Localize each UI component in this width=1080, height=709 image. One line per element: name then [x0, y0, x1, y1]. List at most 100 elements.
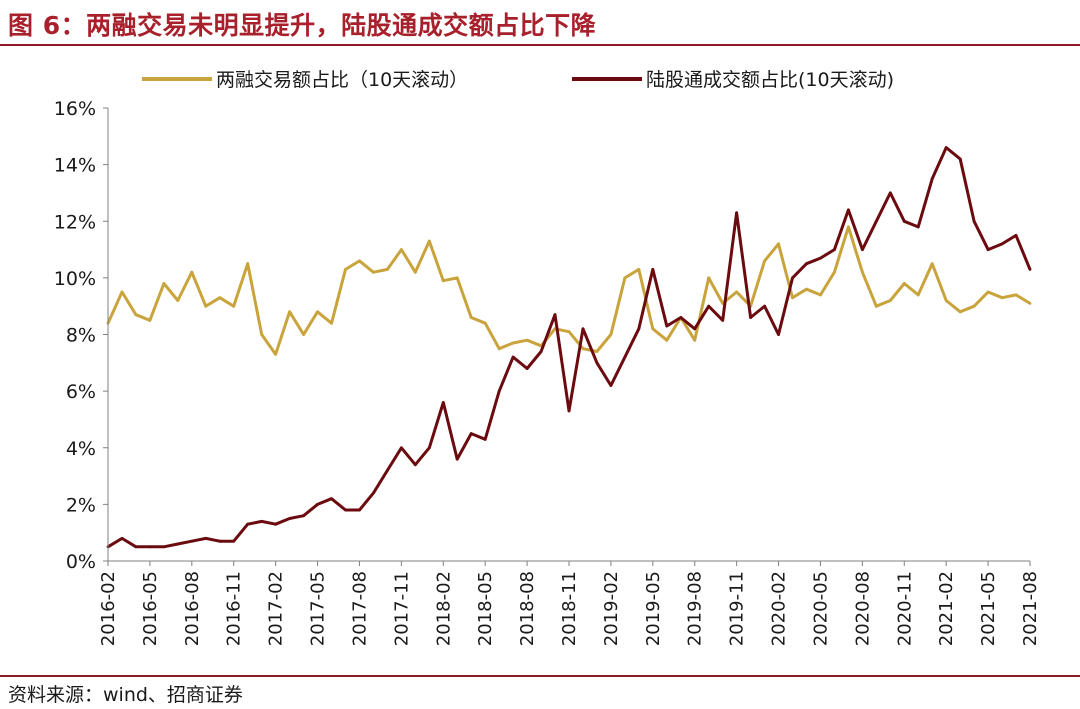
data-point-margin-share [441, 279, 445, 283]
data-point-margin-share [246, 262, 250, 266]
data-point-connect-share [1000, 242, 1004, 246]
data-point-margin-share [791, 296, 794, 300]
data-point-connect-share [232, 539, 236, 543]
data-point-margin-share [693, 338, 697, 342]
x-tick-label: 2021-05 [978, 571, 999, 646]
x-tick-label: 2019-11 [727, 571, 748, 646]
data-point-connect-share [246, 522, 250, 526]
data-point-margin-share [176, 299, 180, 302]
data-point-connect-share [1028, 268, 1032, 271]
data-point-connect-share [302, 514, 305, 518]
data-point-connect-share [819, 256, 822, 260]
data-point-connect-share [344, 508, 347, 512]
data-point-margin-share [1000, 296, 1004, 300]
data-point-margin-share [511, 341, 515, 345]
data-point-margin-share [400, 248, 403, 252]
data-point-connect-share [539, 350, 543, 353]
data-point-margin-share [819, 293, 822, 297]
data-point-connect-share [525, 367, 529, 370]
data-point-connect-share [902, 219, 906, 223]
data-point-connect-share [567, 409, 571, 413]
series-layer [106, 146, 1032, 549]
x-tick-label: 2017-08 [349, 571, 370, 646]
x-tick-label: 2018-05 [475, 571, 496, 646]
data-point-margin-share [218, 296, 222, 300]
data-point-connect-share [721, 318, 725, 322]
data-point-connect-share [511, 355, 515, 359]
data-point-connect-share [386, 469, 389, 472]
data-point-margin-share [595, 350, 599, 353]
data-point-connect-share [427, 446, 431, 450]
data-point-margin-share [302, 333, 305, 336]
data-point-margin-share [204, 304, 208, 308]
data-point-margin-share [1014, 293, 1018, 297]
data-point-connect-share [735, 211, 738, 215]
data-point-connect-share [916, 225, 920, 229]
data-point-connect-share [483, 437, 487, 441]
y-tick-label: 2% [66, 494, 96, 516]
data-point-connect-share [358, 508, 361, 512]
legend-label-connect-share: 陆股通成交额占比(10天滚动) [646, 69, 894, 91]
y-axis-ticks: 0% 2% 4% 6% 8% 10% 12% 14% 16% [54, 98, 108, 573]
y-tick-label: 14% [54, 155, 96, 177]
data-point-connect-share [469, 432, 473, 435]
data-point-connect-share [609, 384, 613, 387]
data-point-connect-share [595, 361, 599, 365]
data-point-connect-share [148, 545, 152, 549]
data-point-margin-share [386, 268, 389, 271]
data-point-connect-share [749, 316, 752, 319]
data-point-margin-share [1028, 302, 1032, 305]
x-tick-label: 2019-02 [601, 571, 622, 646]
data-point-margin-share [847, 225, 850, 229]
x-tick-label: 2021-02 [936, 571, 957, 646]
data-point-connect-share [888, 191, 892, 195]
data-point-connect-share [204, 537, 208, 540]
x-tick-label: 2018-02 [433, 571, 454, 646]
data-point-margin-share [497, 347, 501, 351]
data-point-margin-share [567, 330, 571, 334]
data-point-connect-share [134, 545, 138, 549]
data-point-connect-share [972, 219, 976, 223]
data-point-connect-share [623, 355, 627, 359]
data-point-connect-share [455, 457, 459, 461]
data-point-connect-share [874, 219, 878, 223]
data-point-connect-share [847, 208, 850, 212]
y-tick-label: 6% [66, 381, 96, 403]
x-tick-label: 2020-02 [769, 571, 790, 646]
series-line-connect-share [107, 146, 1032, 549]
x-tick-label: 2017-11 [391, 571, 412, 646]
axes [107, 108, 1030, 562]
y-tick-label: 0% [66, 551, 96, 573]
x-tick-label: 2017-05 [308, 571, 329, 646]
data-point-margin-share [874, 304, 878, 308]
data-point-connect-share [651, 268, 655, 271]
data-point-margin-share [623, 276, 627, 280]
data-point-margin-share [120, 290, 124, 294]
x-tick-label: 2016-08 [182, 571, 203, 646]
data-point-margin-share [861, 270, 864, 274]
x-tick-label: 2017-02 [266, 571, 287, 646]
data-point-connect-share [637, 327, 641, 331]
footer-divider [0, 675, 1080, 677]
data-point-margin-share [944, 299, 948, 302]
y-tick-label: 8% [66, 325, 96, 347]
y-tick-label: 12% [54, 211, 96, 233]
source-note: 资料来源：wind、招商证券 [8, 684, 243, 706]
y-tick-label: 10% [54, 268, 96, 290]
x-tick-label: 2020-11 [894, 571, 915, 646]
data-point-connect-share [833, 248, 836, 252]
data-point-connect-share [497, 389, 501, 393]
x-tick-label: 2016-02 [98, 571, 119, 646]
data-point-margin-share [427, 239, 431, 243]
data-point-margin-share [888, 299, 892, 302]
data-point-connect-share [413, 463, 417, 467]
data-point-margin-share [930, 262, 934, 266]
data-point-margin-share [651, 327, 655, 331]
x-tick-label: 2018-11 [559, 571, 580, 646]
data-point-margin-share [288, 310, 291, 314]
y-tick-label: 16% [54, 98, 96, 120]
data-point-connect-share [274, 522, 277, 526]
y-tick-label: 4% [66, 438, 96, 460]
data-point-margin-share [637, 268, 641, 271]
